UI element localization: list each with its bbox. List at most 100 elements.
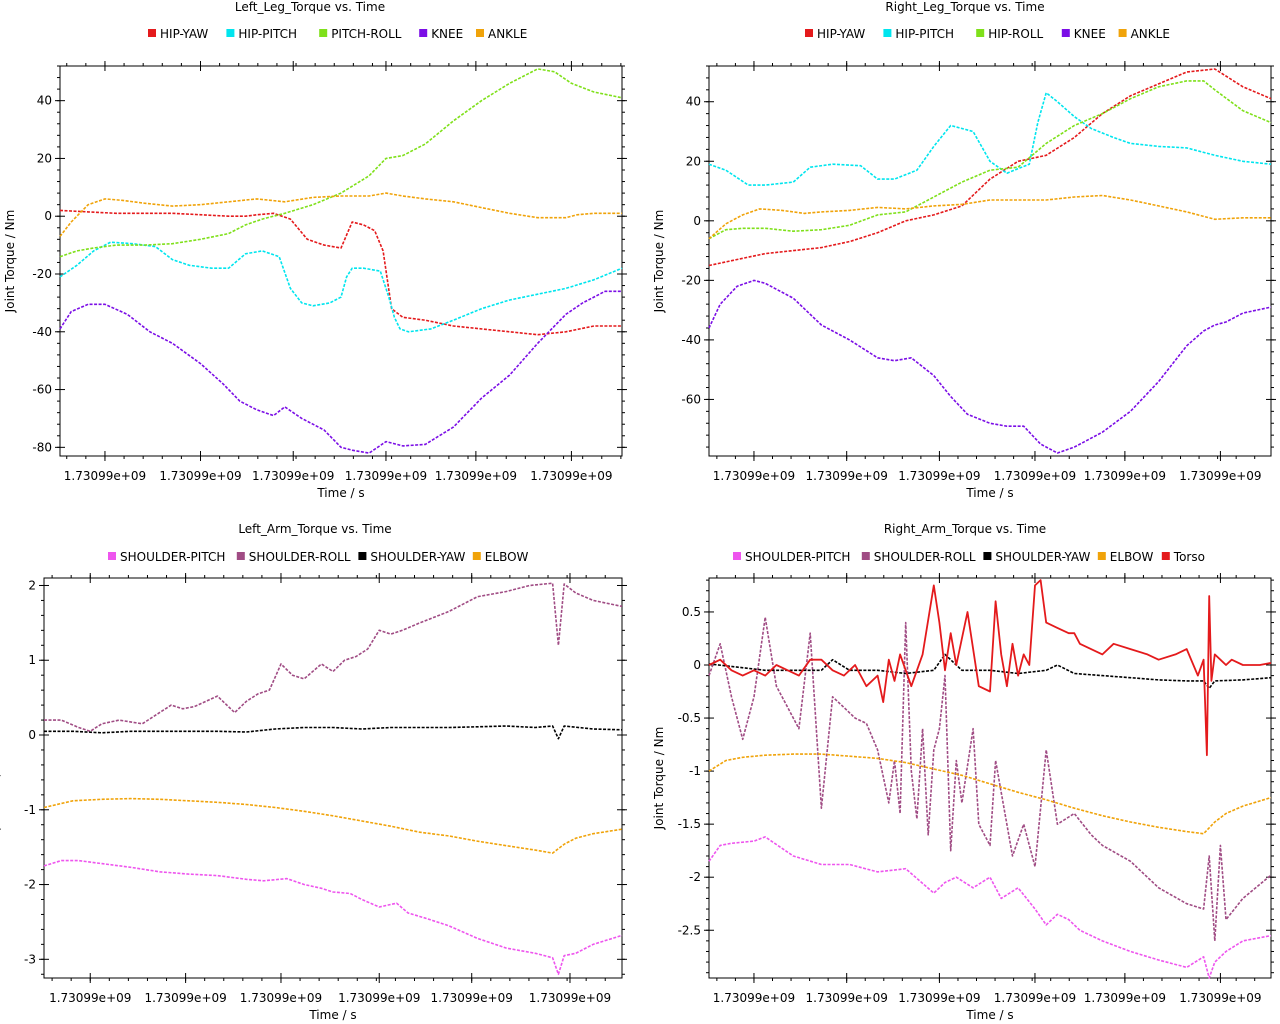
y-tick-label: -1.5	[678, 817, 701, 831]
y-tick-label: 20	[686, 154, 701, 168]
x-tick-label: 1.73099e+09	[1084, 469, 1166, 483]
legend-entry: SHOULDER-PITCH	[108, 550, 225, 564]
legend-label: Torso	[1173, 550, 1205, 564]
x-axis-label: Time / s	[316, 486, 364, 500]
y-tick-label: 40	[37, 94, 52, 108]
x-tick-label: 1.73099e+09	[898, 991, 980, 1005]
legend-label: HIP-YAW	[160, 27, 208, 41]
y-tick-label: 40	[686, 95, 701, 109]
legend-entry: SHOULDER-ROLL	[236, 550, 351, 564]
series-line-knee	[59, 290, 622, 454]
x-tick-label: 1.73099e+09	[252, 469, 334, 483]
legend: HIP-YAW HIP-PITCH PITCH-ROLL KNEE ANKLE	[148, 27, 527, 41]
legend-swatch	[358, 552, 367, 560]
y-axis-label: Joint Torque / Nm	[652, 727, 666, 831]
series-line-ankle	[59, 192, 622, 237]
legend-label: ELBOW	[485, 550, 529, 564]
legend-label: HIP-PITCH	[895, 27, 954, 41]
y-tick-label: 0	[693, 214, 701, 228]
x-tick-label: 1.73099e+09	[529, 991, 611, 1005]
plot-frame	[708, 65, 1272, 457]
series-line-elbow	[708, 753, 1272, 835]
y-axis-label: Joint Torque / Nm	[652, 210, 666, 314]
legend-label: HIP-YAW	[817, 27, 865, 41]
legend-entry: ANKLE	[476, 27, 527, 41]
chart-title: Right_Leg_Torque vs. Time	[885, 0, 1044, 14]
panel-1: Left_Leg_Torque vs. Time HIP-YAW HIP-PITCH…	[3, 0, 627, 500]
y-tick-label: -0.5	[678, 711, 701, 725]
chart-title: Left_Leg_Torque vs. Time	[235, 0, 385, 14]
y-tick-label: 0.5	[682, 605, 701, 619]
legend-entry: HIP-YAW	[805, 27, 865, 41]
legend-swatch	[861, 552, 870, 560]
x-tick-label: 1.73099e+09	[435, 469, 517, 483]
legend-label: ANKLE	[1131, 27, 1170, 41]
x-axis-label: Time / s	[965, 486, 1013, 500]
legend-label: PITCH-ROLL	[331, 27, 402, 41]
x-tick-label: 1.73099e+09	[806, 469, 888, 483]
x-tick-label: 1.73099e+09	[994, 469, 1076, 483]
series-line-shoulder-pitch	[708, 836, 1272, 979]
series-line-hip-roll	[708, 80, 1272, 240]
y-tick-label: -20	[32, 267, 52, 281]
legend-swatch	[319, 29, 328, 37]
legend-swatch	[1061, 29, 1070, 37]
series-line-ankle	[708, 194, 1271, 240]
legend-swatch	[1097, 552, 1106, 560]
x-tick-label: 1.73099e+09	[806, 991, 888, 1005]
series-line-hip-yaw	[708, 68, 1272, 267]
x-tick-label: 1.73099e+09	[240, 991, 322, 1005]
y-tick-label: -80	[32, 440, 52, 454]
legend-entry: SHOULDER-YAW	[983, 550, 1090, 564]
series-line-shoulder-roll	[708, 616, 1272, 942]
y-axis-label: Joint Torque / Nm	[0, 727, 1, 831]
legend-swatch	[419, 29, 428, 37]
plot-frame	[43, 577, 623, 979]
y-tick-label: -2.5	[678, 923, 701, 937]
x-tick-label: 1.73099e+09	[159, 469, 241, 483]
legend-entry: ANKLE	[1118, 27, 1170, 41]
y-tick-label: 0	[44, 209, 52, 223]
legend-label: SHOULDER-ROLL	[874, 550, 976, 564]
legend-label: SHOULDER-YAW	[370, 550, 465, 564]
x-tick-label: 1.73099e+09	[144, 991, 226, 1005]
y-tick-label: -60	[681, 392, 701, 406]
y-tick-label: -3	[24, 952, 36, 966]
legend-swatch	[108, 552, 116, 560]
series-line-hip-pitch	[708, 92, 1272, 186]
legend-swatch	[472, 552, 481, 560]
x-tick-label: 1.73099e+09	[49, 991, 131, 1005]
y-tick-label: -2	[689, 870, 701, 884]
legend: HIP-YAW HIP-PITCH HIP-ROLL KNEE ANKLE	[805, 27, 1170, 41]
legend-swatch	[476, 29, 484, 37]
x-tick-label: 1.73099e+09	[64, 469, 146, 483]
legend-label: KNEE	[1074, 27, 1106, 41]
y-tick-label: 20	[37, 151, 52, 165]
y-axis-label: Joint Torque / Nm	[3, 210, 17, 314]
legend-swatch	[1161, 552, 1170, 560]
legend-entry: Torso	[1161, 550, 1205, 564]
chart-title: Right_Arm_Torque vs. Time	[884, 522, 1046, 536]
x-tick-label: 1.73099e+09	[1084, 991, 1166, 1005]
legend-swatch	[733, 552, 741, 560]
x-tick-label: 1.73099e+09	[431, 991, 513, 1005]
legend-label: SHOULDER-PITCH	[120, 550, 225, 564]
legend-swatch	[1118, 29, 1127, 37]
legend-entry: ELBOW	[1097, 550, 1154, 564]
legend-swatch	[226, 29, 235, 37]
legend-swatch	[883, 29, 892, 37]
x-tick-label: 1.73099e+09	[994, 991, 1076, 1005]
x-tick-label: 1.73099e+09	[345, 469, 427, 483]
legend-entry: ELBOW	[472, 550, 529, 564]
series-line-elbow	[43, 797, 623, 854]
series-line-hip-yaw	[59, 209, 622, 336]
legend-label: KNEE	[431, 27, 463, 41]
legend-label: HIP-PITCH	[238, 27, 297, 41]
legend-entry: HIP-PITCH	[883, 27, 954, 41]
legend-swatch	[236, 552, 245, 560]
y-tick-label: -40	[681, 333, 701, 347]
legend-entry: KNEE	[419, 27, 463, 41]
